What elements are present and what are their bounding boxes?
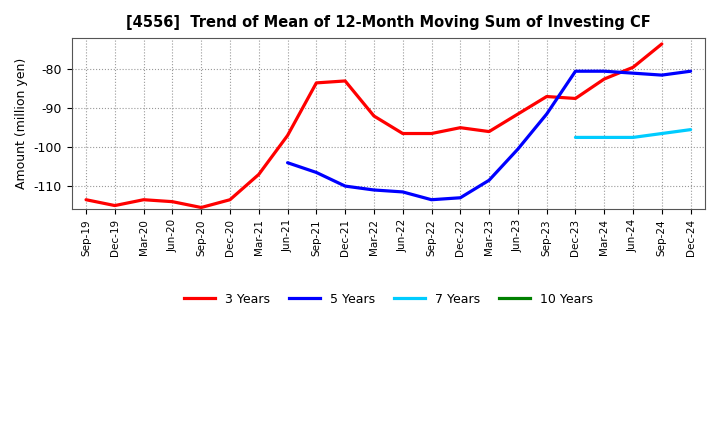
Legend: 3 Years, 5 Years, 7 Years, 10 Years: 3 Years, 5 Years, 7 Years, 10 Years — [179, 288, 598, 311]
5 Years — [571, 69, 580, 74]
Line: 3 Years: 3 Years — [86, 44, 662, 208]
3 Years — [369, 114, 378, 119]
5 Years — [485, 178, 493, 183]
3 Years — [513, 111, 522, 117]
5 Years — [686, 69, 695, 74]
5 Years — [283, 160, 292, 165]
7 Years — [686, 127, 695, 132]
3 Years — [341, 78, 349, 84]
3 Years — [82, 197, 91, 202]
Line: 7 Years: 7 Years — [575, 130, 690, 137]
3 Years — [571, 96, 580, 101]
3 Years — [398, 131, 407, 136]
3 Years — [225, 197, 234, 202]
3 Years — [197, 205, 205, 210]
3 Years — [657, 41, 666, 47]
3 Years — [542, 94, 551, 99]
3 Years — [629, 65, 637, 70]
5 Years — [657, 73, 666, 78]
Line: 5 Years: 5 Years — [287, 71, 690, 200]
5 Years — [427, 197, 436, 202]
3 Years — [254, 172, 263, 177]
5 Years — [312, 170, 320, 175]
Y-axis label: Amount (million yen): Amount (million yen) — [15, 58, 28, 189]
5 Years — [341, 183, 349, 189]
7 Years — [571, 135, 580, 140]
5 Years — [369, 187, 378, 193]
5 Years — [542, 111, 551, 117]
7 Years — [600, 135, 608, 140]
5 Years — [513, 147, 522, 152]
3 Years — [139, 197, 148, 202]
7 Years — [657, 131, 666, 136]
5 Years — [629, 70, 637, 76]
5 Years — [600, 69, 608, 74]
5 Years — [456, 195, 464, 200]
5 Years — [398, 189, 407, 194]
3 Years — [283, 133, 292, 138]
3 Years — [485, 129, 493, 134]
Title: [4556]  Trend of Mean of 12-Month Moving Sum of Investing CF: [4556] Trend of Mean of 12-Month Moving … — [126, 15, 651, 30]
3 Years — [427, 131, 436, 136]
3 Years — [312, 80, 320, 85]
3 Years — [110, 203, 119, 208]
3 Years — [168, 199, 176, 204]
3 Years — [456, 125, 464, 130]
3 Years — [600, 77, 608, 82]
7 Years — [629, 135, 637, 140]
